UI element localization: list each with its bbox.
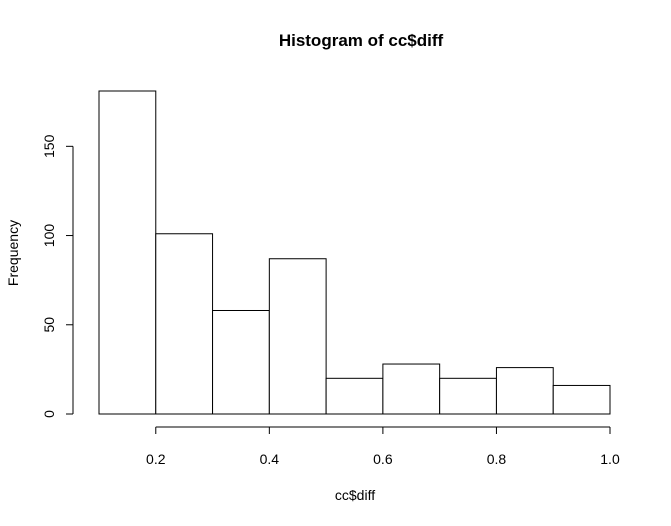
y-tick-label-1: 50	[41, 317, 57, 333]
histogram-bar-7	[495, 367, 554, 415]
x-axis-label: cc$diff	[335, 487, 375, 503]
histogram-bar-2	[212, 309, 270, 415]
y-tick-label-0: 0	[41, 410, 57, 418]
histogram-bar-4	[325, 377, 384, 415]
histogram-bar-0	[98, 90, 157, 415]
histogram-bar-5	[382, 363, 441, 415]
histogram-bar-3	[268, 258, 327, 415]
histogram-bar-8	[552, 384, 611, 415]
x-tick-label-3: 0.8	[487, 451, 507, 467]
x-tick-label-1: 0.4	[260, 451, 280, 467]
histogram-bar-1	[155, 233, 214, 415]
bars-group	[98, 90, 611, 415]
x-tick-label-4: 1.0	[600, 451, 620, 467]
chart-title: Histogram of cc$diff	[279, 31, 444, 50]
y-tick-label-2: 100	[41, 224, 57, 248]
y-tick-label-3: 150	[41, 134, 57, 158]
x-tick-label-2: 0.6	[373, 451, 393, 467]
histogram-bar-6	[439, 377, 497, 415]
x-tick-label-0: 0.2	[146, 451, 166, 467]
x-axis: 0.2 0.4 0.6 0.8 1.0	[146, 426, 620, 467]
y-axis-label: Frequency	[5, 220, 21, 286]
y-axis: 0 50 100 150	[41, 134, 74, 418]
